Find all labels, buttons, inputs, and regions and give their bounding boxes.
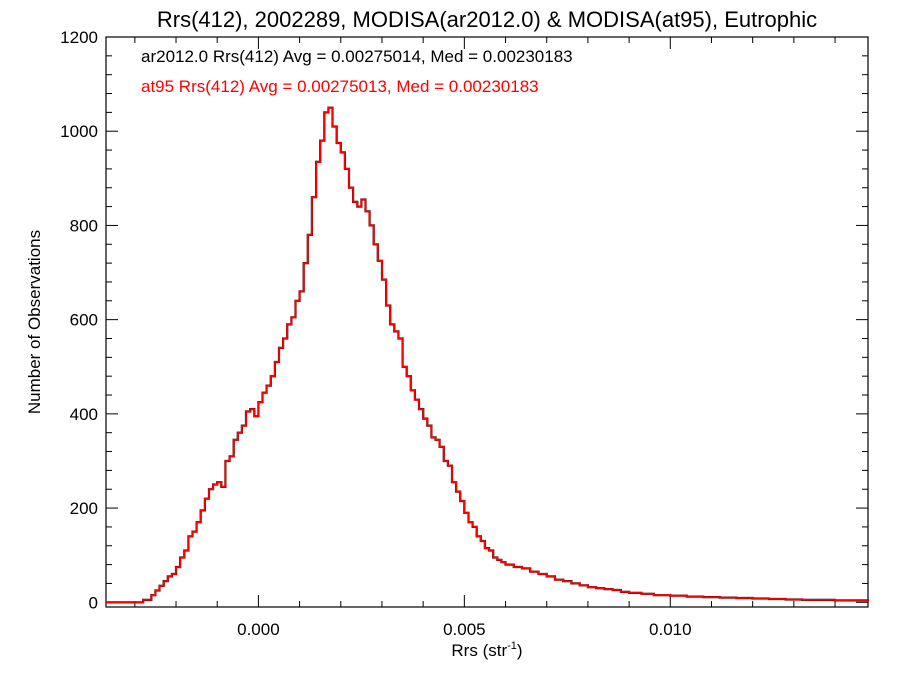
x-axis-label: Rrs (str-1): [451, 640, 522, 660]
y-tick-label: 600: [70, 311, 98, 330]
y-tick-label: 400: [70, 405, 98, 424]
x-tick-label: 0.005: [443, 620, 486, 639]
x-tick-label: 0.010: [649, 620, 692, 639]
series-line-red: [106, 106, 869, 604]
annotation-red: at95 Rrs(412) Avg = 0.00275013, Med = 0.…: [141, 77, 539, 96]
plot-frame: [105, 36, 869, 608]
chart-title: Rrs(412), 2002289, MODISA(ar2012.0) & MO…: [157, 7, 817, 32]
y-axis-label: Number of Observations: [25, 230, 44, 414]
x-axis-label-superscript: -1: [507, 640, 517, 652]
axis-ticks: 0 200 400 600 800 1000 1200 0.000 0.005 0.010: [60, 28, 868, 639]
y-tick-label: 200: [70, 499, 98, 518]
series-line-black: [106, 106, 870, 604]
series-layer: [106, 106, 870, 604]
y-tick-label: 0: [89, 593, 98, 612]
annotation-black: ar2012.0 Rrs(412) Avg = 0.00275014, Med …: [141, 47, 573, 66]
y-tick-label: 1000: [60, 122, 98, 141]
x-tick-label: 0.000: [237, 620, 280, 639]
y-tick-label: 800: [70, 216, 98, 235]
y-tick-label: 1200: [60, 28, 98, 47]
